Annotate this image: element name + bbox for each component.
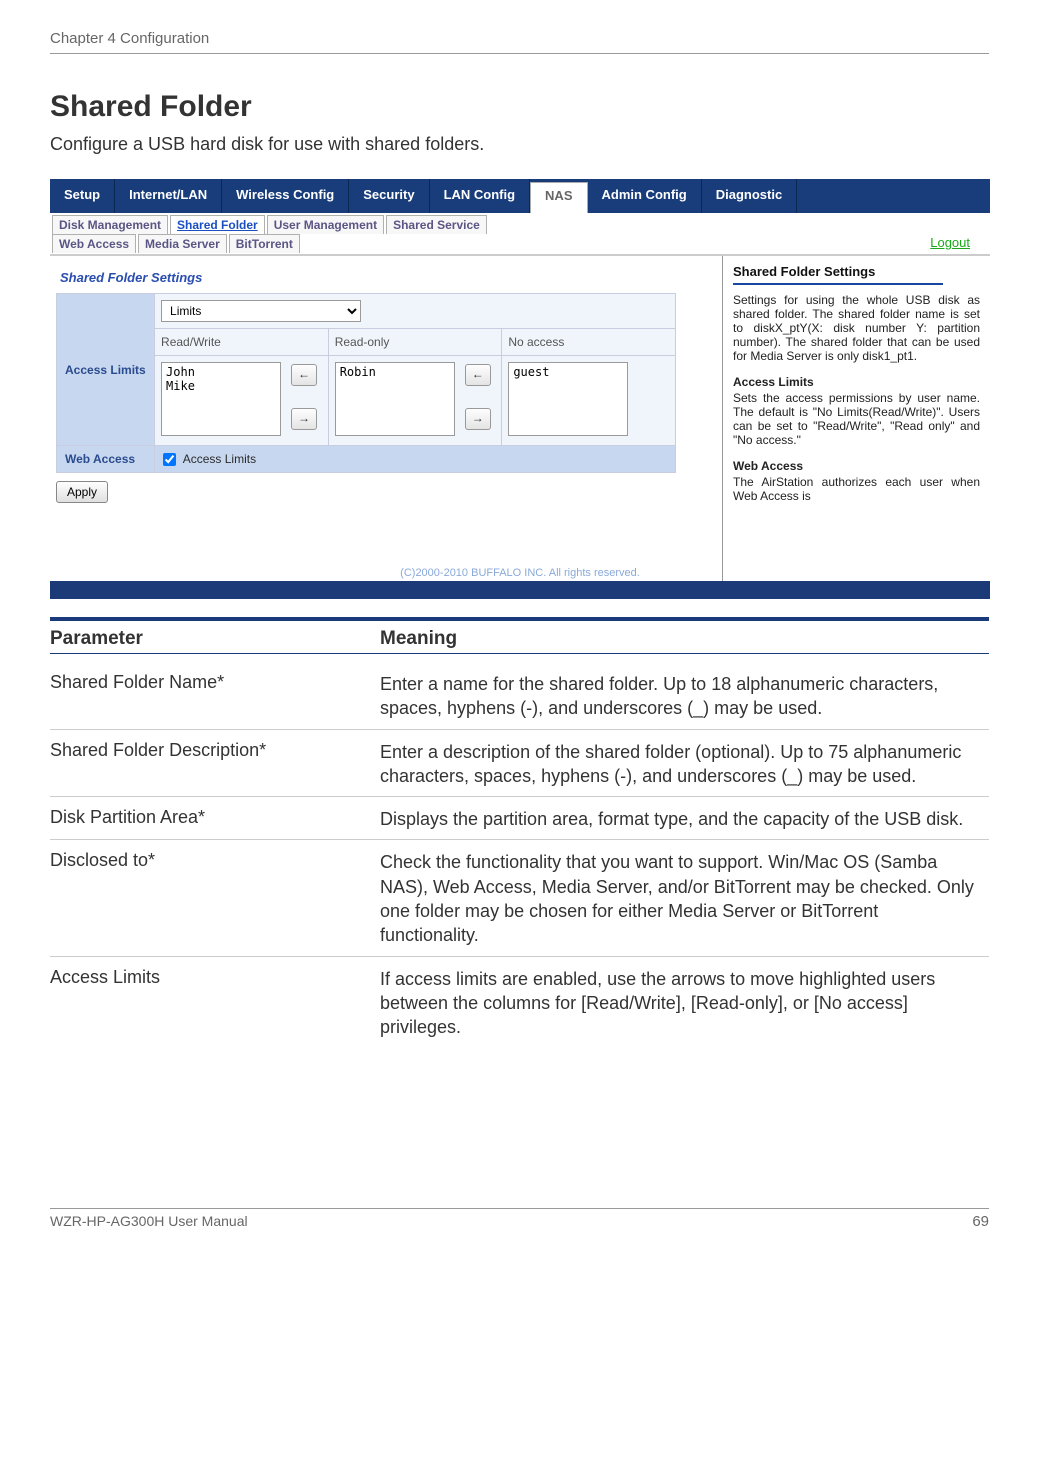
subtab-disk-management[interactable]: Disk Management: [52, 215, 168, 234]
copyright-text: (C)2000-2010 BUFFALO INC. All rights res…: [400, 567, 640, 579]
param-meaning: Check the functionality that you want to…: [380, 850, 980, 947]
panel-title: Shared Folder Settings: [60, 270, 716, 285]
tab-lan-config[interactable]: LAN Config: [430, 179, 530, 213]
footer-page-number: 69: [972, 1213, 989, 1230]
move-left-rw-icon[interactable]: ←: [291, 364, 317, 386]
tab-security[interactable]: Security: [349, 179, 429, 213]
access-limits-checkbox-label: Access Limits: [183, 452, 256, 466]
parameter-table: Parameter Meaning Shared Folder Name* En…: [50, 617, 989, 1048]
help-text-3: The AirStation authorizes each user when…: [733, 475, 980, 503]
param-meaning: Enter a description of the shared folder…: [380, 740, 980, 789]
sub-nav: Disk Management Shared Folder User Manag…: [50, 213, 990, 255]
users-no-access[interactable]: [508, 362, 628, 436]
web-access-header: Web Access: [57, 446, 155, 473]
subtab-media-server[interactable]: Media Server: [138, 234, 227, 253]
apply-button[interactable]: Apply: [56, 481, 108, 503]
subtab-user-management[interactable]: User Management: [267, 215, 384, 234]
logout-link[interactable]: Logout: [930, 235, 970, 250]
param-name: Disk Partition Area*: [50, 807, 380, 831]
param-head-meaning: Meaning: [380, 628, 457, 650]
param-row: Shared Folder Description* Enter a descr…: [50, 730, 989, 798]
subtab-bittorrent[interactable]: BitTorrent: [229, 234, 300, 253]
param-meaning: Displays the partition area, format type…: [380, 807, 980, 831]
param-name: Access Limits: [50, 967, 380, 1040]
help-pane: Shared Folder Settings Settings for usin…: [722, 256, 990, 581]
help-text-2: Sets the access permissions by user name…: [733, 391, 980, 447]
tab-diagnostic[interactable]: Diagnostic: [702, 179, 797, 213]
footer-manual-name: WZR-HP-AG300H User Manual: [50, 1213, 248, 1230]
settings-table: Access Limits Limits Read/Write Read-onl…: [56, 293, 676, 473]
access-limits-header: Access Limits: [57, 294, 155, 446]
param-meaning: Enter a name for the shared folder. Up t…: [380, 672, 980, 721]
subtab-shared-folder[interactable]: Shared Folder: [170, 215, 265, 234]
param-name: Shared Folder Name*: [50, 672, 380, 721]
help-title-2: Access Limits: [733, 375, 980, 389]
param-row: Disclosed to* Check the functionality th…: [50, 840, 989, 956]
help-title-1: Shared Folder Settings: [733, 264, 980, 279]
section-intro: Configure a USB hard disk for use with s…: [50, 134, 989, 155]
col-read-write: Read/Write: [155, 329, 329, 356]
tab-admin-config[interactable]: Admin Config: [588, 179, 702, 213]
help-text-1: Settings for using the whole USB disk as…: [733, 293, 980, 363]
param-meaning: If access limits are enabled, use the ar…: [380, 967, 980, 1040]
tab-setup[interactable]: Setup: [50, 179, 115, 213]
col-read-only: Read-only: [328, 329, 502, 356]
param-head-parameter: Parameter: [50, 628, 380, 650]
section-title: Shared Folder: [50, 90, 989, 124]
page-footer: WZR-HP-AG300H User Manual 69: [50, 1208, 989, 1230]
footer-bar: [50, 581, 990, 599]
users-read-only[interactable]: [335, 362, 455, 436]
move-right-rw-icon[interactable]: →: [291, 408, 317, 430]
move-left-ro-icon[interactable]: ←: [465, 364, 491, 386]
param-name: Shared Folder Description*: [50, 740, 380, 789]
subtab-shared-service[interactable]: Shared Service: [386, 215, 487, 234]
subtab-web-access[interactable]: Web Access: [52, 234, 136, 253]
main-nav: Setup Internet/LAN Wireless Config Secur…: [50, 179, 990, 213]
param-row: Disk Partition Area* Displays the partit…: [50, 797, 989, 840]
param-row: Shared Folder Name* Enter a name for the…: [50, 662, 989, 730]
col-no-access: No access: [502, 329, 676, 356]
limits-select[interactable]: Limits: [161, 300, 361, 322]
chapter-heading: Chapter 4 Configuration: [50, 30, 989, 54]
move-right-ro-icon[interactable]: →: [465, 408, 491, 430]
tab-wireless-config[interactable]: Wireless Config: [222, 179, 349, 213]
param-name: Disclosed to*: [50, 850, 380, 947]
help-title-3: Web Access: [733, 459, 980, 473]
access-limits-checkbox[interactable]: [163, 453, 176, 466]
param-row: Access Limits If access limits are enabl…: [50, 957, 989, 1048]
tab-nas[interactable]: NAS: [530, 182, 587, 213]
users-read-write[interactable]: [161, 362, 281, 436]
tab-internet-lan[interactable]: Internet/LAN: [115, 179, 222, 213]
router-ui-screenshot: Setup Internet/LAN Wireless Config Secur…: [50, 179, 990, 599]
